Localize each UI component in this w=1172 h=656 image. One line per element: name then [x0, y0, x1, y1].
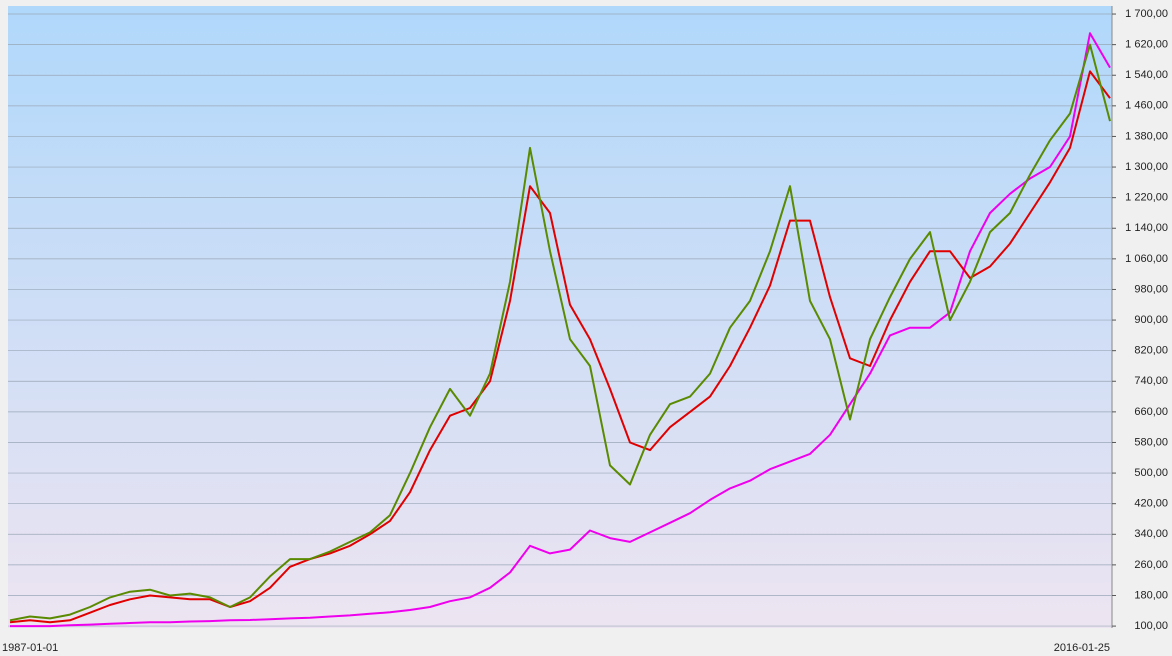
y-tick-label: 820,00 [1134, 345, 1168, 357]
y-tick-label: 500,00 [1134, 467, 1168, 479]
x-tick-label: 2016-01-25 [1054, 642, 1110, 654]
y-tick-label: 1 060,00 [1125, 253, 1168, 265]
y-tick-label: 1 620,00 [1125, 39, 1168, 51]
plot-area [8, 6, 1112, 628]
y-tick-label: 1 220,00 [1125, 192, 1168, 204]
axis-area [1112, 6, 1172, 628]
series-line [9, 43, 1111, 622]
y-tick-label: 1 300,00 [1125, 161, 1168, 173]
series-line [10, 32, 1111, 628]
y-tick-label: 1 140,00 [1125, 222, 1168, 234]
x-tick-label: 1987-01-01 [2, 642, 58, 654]
y-tick-label: 340,00 [1134, 528, 1168, 540]
y-tick-label: 740,00 [1134, 375, 1168, 387]
y-tick-label: 1 700,00 [1125, 8, 1168, 20]
y-tick-label: 420,00 [1134, 498, 1168, 510]
series-line [9, 70, 1111, 624]
y-tick-label: 980,00 [1134, 283, 1168, 295]
y-tick-label: 180,00 [1134, 589, 1168, 601]
y-tick-label: 100,00 [1134, 620, 1168, 632]
y-tick-label: 900,00 [1134, 314, 1168, 326]
y-tick-label: 1 380,00 [1125, 130, 1168, 142]
y-tick-label: 660,00 [1134, 406, 1168, 418]
y-tick-label: 1 540,00 [1125, 69, 1168, 81]
y-tick-label: 260,00 [1134, 559, 1168, 571]
y-tick-label: 580,00 [1134, 436, 1168, 448]
y-tick-label: 1 460,00 [1125, 100, 1168, 112]
